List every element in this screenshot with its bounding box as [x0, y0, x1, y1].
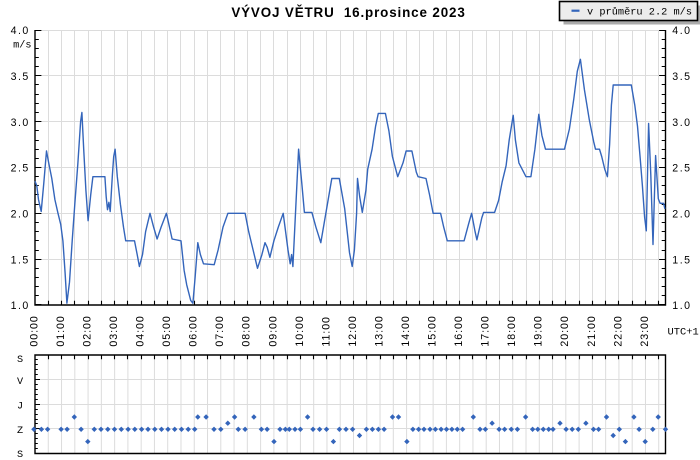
svg-text:2.0: 2.0 [672, 208, 691, 220]
svg-text:07:00: 07:00 [214, 315, 226, 346]
svg-text:1.0: 1.0 [11, 300, 30, 312]
svg-text:VÝVOJ VĚTRU 16.prosince 2023: VÝVOJ VĚTRU 16.prosince 2023 [231, 5, 465, 20]
svg-text:3.5: 3.5 [11, 71, 30, 83]
svg-text:14:00: 14:00 [400, 315, 412, 346]
svg-text:19:00: 19:00 [533, 315, 545, 346]
svg-text:3.0: 3.0 [11, 117, 30, 129]
svg-text:00:00: 00:00 [28, 315, 40, 346]
svg-text:m/s: m/s [13, 40, 31, 52]
svg-text:06:00: 06:00 [188, 315, 200, 346]
svg-text:13:00: 13:00 [373, 315, 385, 346]
svg-text:11:00: 11:00 [320, 316, 332, 346]
svg-text:17:00: 17:00 [480, 315, 492, 346]
svg-text:V: V [17, 377, 24, 388]
svg-text:J: J [17, 401, 23, 412]
svg-text:3.5: 3.5 [672, 71, 691, 83]
svg-text:15:00: 15:00 [427, 315, 439, 346]
svg-text:S: S [17, 450, 23, 460]
svg-text:05:00: 05:00 [161, 315, 173, 346]
svg-text:01:00: 01:00 [55, 315, 67, 346]
svg-text:3.0: 3.0 [672, 117, 691, 129]
svg-text:v průměru 2.2 m/s: v průměru 2.2 m/s [587, 6, 692, 19]
svg-text:04:00: 04:00 [135, 315, 147, 346]
svg-text:02:00: 02:00 [82, 315, 94, 346]
svg-text:22:00: 22:00 [612, 315, 624, 346]
svg-text:1.5: 1.5 [11, 254, 30, 266]
svg-text:1.5: 1.5 [672, 254, 691, 266]
svg-text:21:00: 21:00 [586, 315, 598, 346]
svg-text:UTC+1: UTC+1 [668, 327, 699, 339]
svg-text:23:00: 23:00 [639, 315, 651, 346]
svg-text:03:00: 03:00 [108, 315, 120, 346]
svg-text:2.5: 2.5 [11, 163, 30, 175]
svg-text:2.5: 2.5 [672, 163, 691, 175]
svg-text:20:00: 20:00 [559, 315, 571, 346]
svg-text:S: S [17, 355, 23, 366]
svg-text:4.0: 4.0 [11, 25, 30, 37]
svg-text:10:00: 10:00 [294, 315, 306, 346]
svg-text:16:00: 16:00 [453, 315, 465, 346]
svg-text:1.0: 1.0 [672, 300, 691, 312]
svg-text:Z: Z [17, 426, 23, 437]
svg-text:18:00: 18:00 [506, 315, 518, 346]
svg-text:09:00: 09:00 [267, 315, 279, 346]
svg-text:2.0: 2.0 [11, 208, 30, 220]
svg-text:12:00: 12:00 [347, 315, 359, 346]
svg-text:4.0: 4.0 [672, 25, 691, 37]
svg-text:08:00: 08:00 [241, 315, 253, 346]
